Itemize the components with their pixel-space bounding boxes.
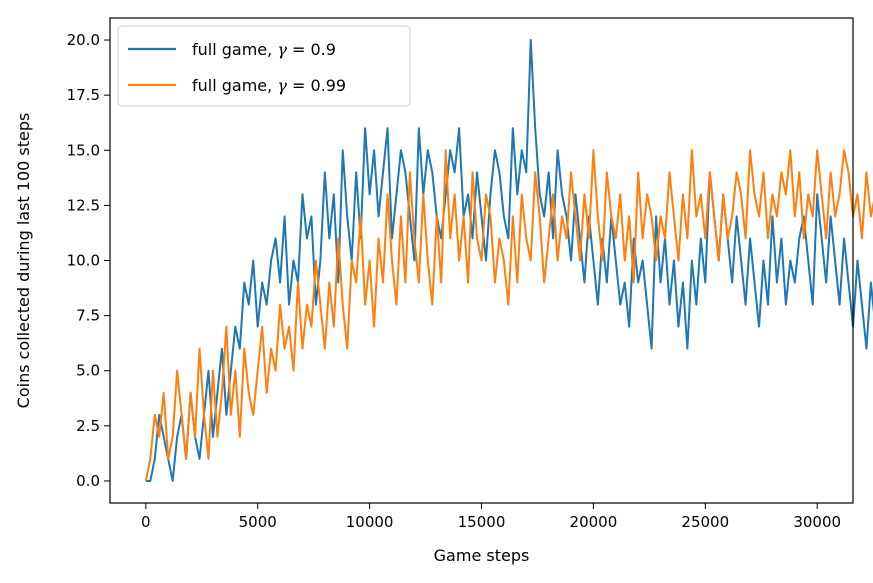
x-tick-label: 0 [141,513,151,531]
y-tick-label: 0.0 [76,472,100,490]
y-tick-label: 15.0 [67,141,100,159]
x-tick-label: 25000 [681,513,729,531]
y-tick-label: 5.0 [76,362,100,380]
x-tick-label: 5000 [239,513,277,531]
x-axis: 0 5000 10000 15000 20000 25000 30000 [141,503,841,531]
x-axis-title: Game steps [434,546,530,565]
x-tick-label: 15000 [458,513,506,531]
series-layer [144,39,873,482]
y-axis-title: Coins collected during last 100 steps [14,113,33,409]
x-tick-label: 10000 [346,513,394,531]
y-tick-label: 20.0 [67,31,100,49]
y-tick-label: 10.0 [67,252,100,270]
series-line-0 [145,39,873,482]
x-tick-label: 30000 [793,513,841,531]
y-tick-label: 2.5 [76,417,100,435]
x-tick-label: 20000 [570,513,618,531]
y-tick-label: 7.5 [76,307,100,325]
y-tick-label: 12.5 [67,196,100,214]
legend-box [117,25,411,107]
y-tick-label: 17.5 [67,86,100,104]
legend-label-gamma-0-9: full game, γ = 0.9 [192,40,336,59]
legend-label-gamma-0-99: full game, γ = 0.99 [192,76,346,95]
series-line-1 [144,149,873,482]
y-axis: 0.0 2.5 5.0 7.5 10.0 12.5 15.0 17.5 20.0 [67,31,110,490]
legend: full game, γ = 0.9 full game, γ = 0.99 [117,25,411,107]
